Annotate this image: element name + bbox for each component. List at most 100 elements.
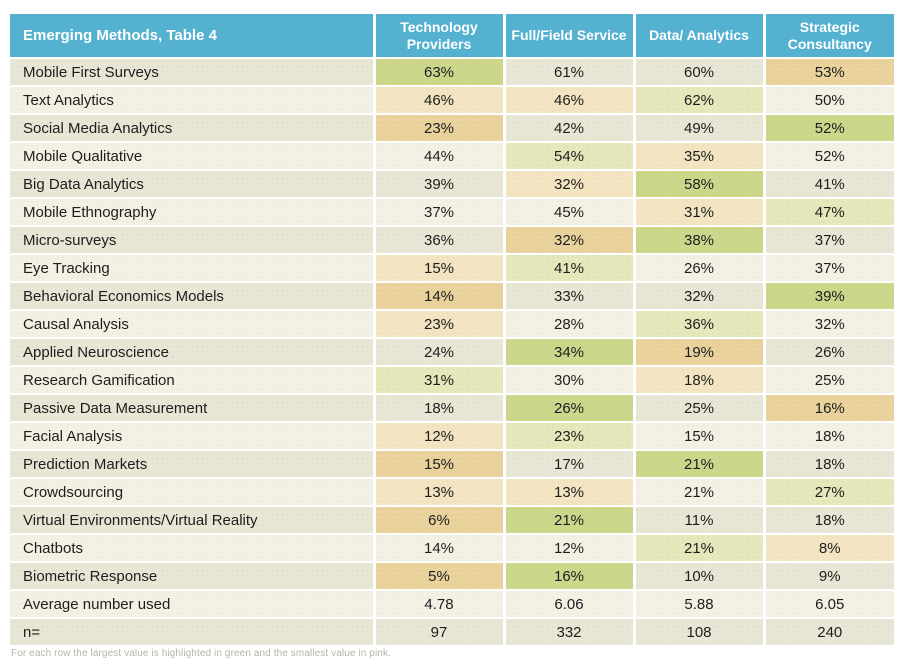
value-cell: 42% bbox=[504, 114, 636, 143]
value-cell: 36% bbox=[374, 226, 506, 255]
method-label: Facial Analysis bbox=[10, 422, 376, 451]
value-cell: 58% bbox=[634, 170, 766, 199]
value-cell: 32% bbox=[504, 170, 636, 199]
value-cell: 45% bbox=[504, 198, 636, 227]
value-cell: 28% bbox=[504, 310, 636, 339]
method-label: Virtual Environments/Virtual Reality bbox=[10, 506, 376, 535]
value-cell: 46% bbox=[374, 86, 506, 115]
method-label: Eye Tracking bbox=[10, 254, 376, 283]
value-cell: 52% bbox=[764, 142, 894, 171]
value-cell: 39% bbox=[374, 170, 506, 199]
value-cell: 26% bbox=[504, 394, 636, 423]
method-label: Behavioral Economics Models bbox=[10, 282, 376, 311]
value-cell: 31% bbox=[634, 198, 766, 227]
method-label: Crowdsourcing bbox=[10, 478, 376, 507]
value-cell: 18% bbox=[764, 450, 894, 479]
method-label: Text Analytics bbox=[10, 86, 376, 115]
method-label: Mobile First Surveys bbox=[10, 58, 376, 87]
method-label: Mobile Qualitative bbox=[10, 142, 376, 171]
value-cell: 46% bbox=[504, 86, 636, 115]
table-row: Causal Analysis 23% 28% 36% 32% bbox=[10, 310, 894, 339]
value-cell: 16% bbox=[764, 394, 894, 423]
table-row: Eye Tracking 15% 41% 26% 37% bbox=[10, 254, 894, 283]
value-cell: 35% bbox=[634, 142, 766, 171]
value-cell: 21% bbox=[504, 506, 636, 535]
header-row: Emerging Methods, Table 4 Technology Pro… bbox=[10, 14, 894, 59]
emerging-methods-table-wrap: Emerging Methods, Table 4 Technology Pro… bbox=[10, 14, 894, 647]
value-cell: 52% bbox=[764, 114, 894, 143]
value-cell: 24% bbox=[374, 338, 506, 367]
method-label: Applied Neuroscience bbox=[10, 338, 376, 367]
value-cell: 5.88 bbox=[634, 590, 766, 619]
table-row: Passive Data Measurement 18% 26% 25% 16% bbox=[10, 394, 894, 423]
method-label: Big Data Analytics bbox=[10, 170, 376, 199]
value-cell: 9% bbox=[764, 562, 894, 591]
value-cell: 16% bbox=[504, 562, 636, 591]
value-cell: 60% bbox=[634, 58, 766, 87]
column-header-3: Data/ Analytics bbox=[634, 14, 766, 59]
method-label: Micro-surveys bbox=[10, 226, 376, 255]
value-cell: 36% bbox=[634, 310, 766, 339]
value-cell: 31% bbox=[374, 366, 506, 395]
value-cell: 6.06 bbox=[504, 590, 636, 619]
value-cell: 6.05 bbox=[764, 590, 894, 619]
value-cell: 25% bbox=[634, 394, 766, 423]
value-cell: 37% bbox=[764, 254, 894, 283]
value-cell: 37% bbox=[764, 226, 894, 255]
value-cell: 23% bbox=[374, 310, 506, 339]
value-cell: 5% bbox=[374, 562, 506, 591]
value-cell: 62% bbox=[634, 86, 766, 115]
value-cell: 15% bbox=[374, 254, 506, 283]
value-cell: 21% bbox=[634, 478, 766, 507]
value-cell: 33% bbox=[504, 282, 636, 311]
method-label: Chatbots bbox=[10, 534, 376, 563]
value-cell: 12% bbox=[374, 422, 506, 451]
value-cell: 18% bbox=[764, 506, 894, 535]
emerging-methods-table: Emerging Methods, Table 4 Technology Pro… bbox=[10, 14, 894, 647]
table-row: Prediction Markets 15% 17% 21% 18% bbox=[10, 450, 894, 479]
value-cell: 27% bbox=[764, 478, 894, 507]
value-cell: 32% bbox=[504, 226, 636, 255]
value-cell: 23% bbox=[504, 422, 636, 451]
table-row: Research Gamification 31% 30% 18% 25% bbox=[10, 366, 894, 395]
value-cell: 97 bbox=[374, 618, 506, 647]
table-row: Mobile Qualitative 44% 54% 35% 52% bbox=[10, 142, 894, 171]
table-row: Mobile Ethnography 37% 45% 31% 47% bbox=[10, 198, 894, 227]
method-label: n= bbox=[10, 618, 376, 647]
table-row: Big Data Analytics 39% 32% 58% 41% bbox=[10, 170, 894, 199]
value-cell: 23% bbox=[374, 114, 506, 143]
value-cell: 10% bbox=[634, 562, 766, 591]
footnote: For each row the largest value is highli… bbox=[11, 648, 391, 659]
method-label: Mobile Ethnography bbox=[10, 198, 376, 227]
value-cell: 8% bbox=[764, 534, 894, 563]
value-cell: 26% bbox=[764, 338, 894, 367]
table-row: Virtual Environments/Virtual Reality 6% 21… bbox=[10, 506, 894, 535]
value-cell: 21% bbox=[634, 450, 766, 479]
value-cell: 332 bbox=[504, 618, 636, 647]
value-cell: 41% bbox=[504, 254, 636, 283]
value-cell: 15% bbox=[374, 450, 506, 479]
value-cell: 14% bbox=[374, 534, 506, 563]
table-row: Micro-surveys 36% 32% 38% 37% bbox=[10, 226, 894, 255]
value-cell: 17% bbox=[504, 450, 636, 479]
value-cell: 63% bbox=[374, 58, 506, 87]
table-title: Emerging Methods, Table 4 bbox=[10, 14, 376, 59]
value-cell: 18% bbox=[634, 366, 766, 395]
table-row: Average number used 4.78 6.06 5.88 6.05 bbox=[10, 590, 894, 619]
value-cell: 47% bbox=[764, 198, 894, 227]
table-row: Mobile First Surveys 63% 61% 60% 53% bbox=[10, 58, 894, 87]
value-cell: 61% bbox=[504, 58, 636, 87]
value-cell: 240 bbox=[764, 618, 894, 647]
value-cell: 12% bbox=[504, 534, 636, 563]
table-row: Crowdsourcing 13% 13% 21% 27% bbox=[10, 478, 894, 507]
value-cell: 13% bbox=[374, 478, 506, 507]
column-header-1: Technology Providers bbox=[374, 14, 506, 59]
table-row: Applied Neuroscience 24% 34% 19% 26% bbox=[10, 338, 894, 367]
value-cell: 32% bbox=[634, 282, 766, 311]
value-cell: 54% bbox=[504, 142, 636, 171]
method-label: Research Gamification bbox=[10, 366, 376, 395]
table-row: Social Media Analytics 23% 42% 49% 52% bbox=[10, 114, 894, 143]
value-cell: 26% bbox=[634, 254, 766, 283]
value-cell: 41% bbox=[764, 170, 894, 199]
value-cell: 11% bbox=[634, 506, 766, 535]
